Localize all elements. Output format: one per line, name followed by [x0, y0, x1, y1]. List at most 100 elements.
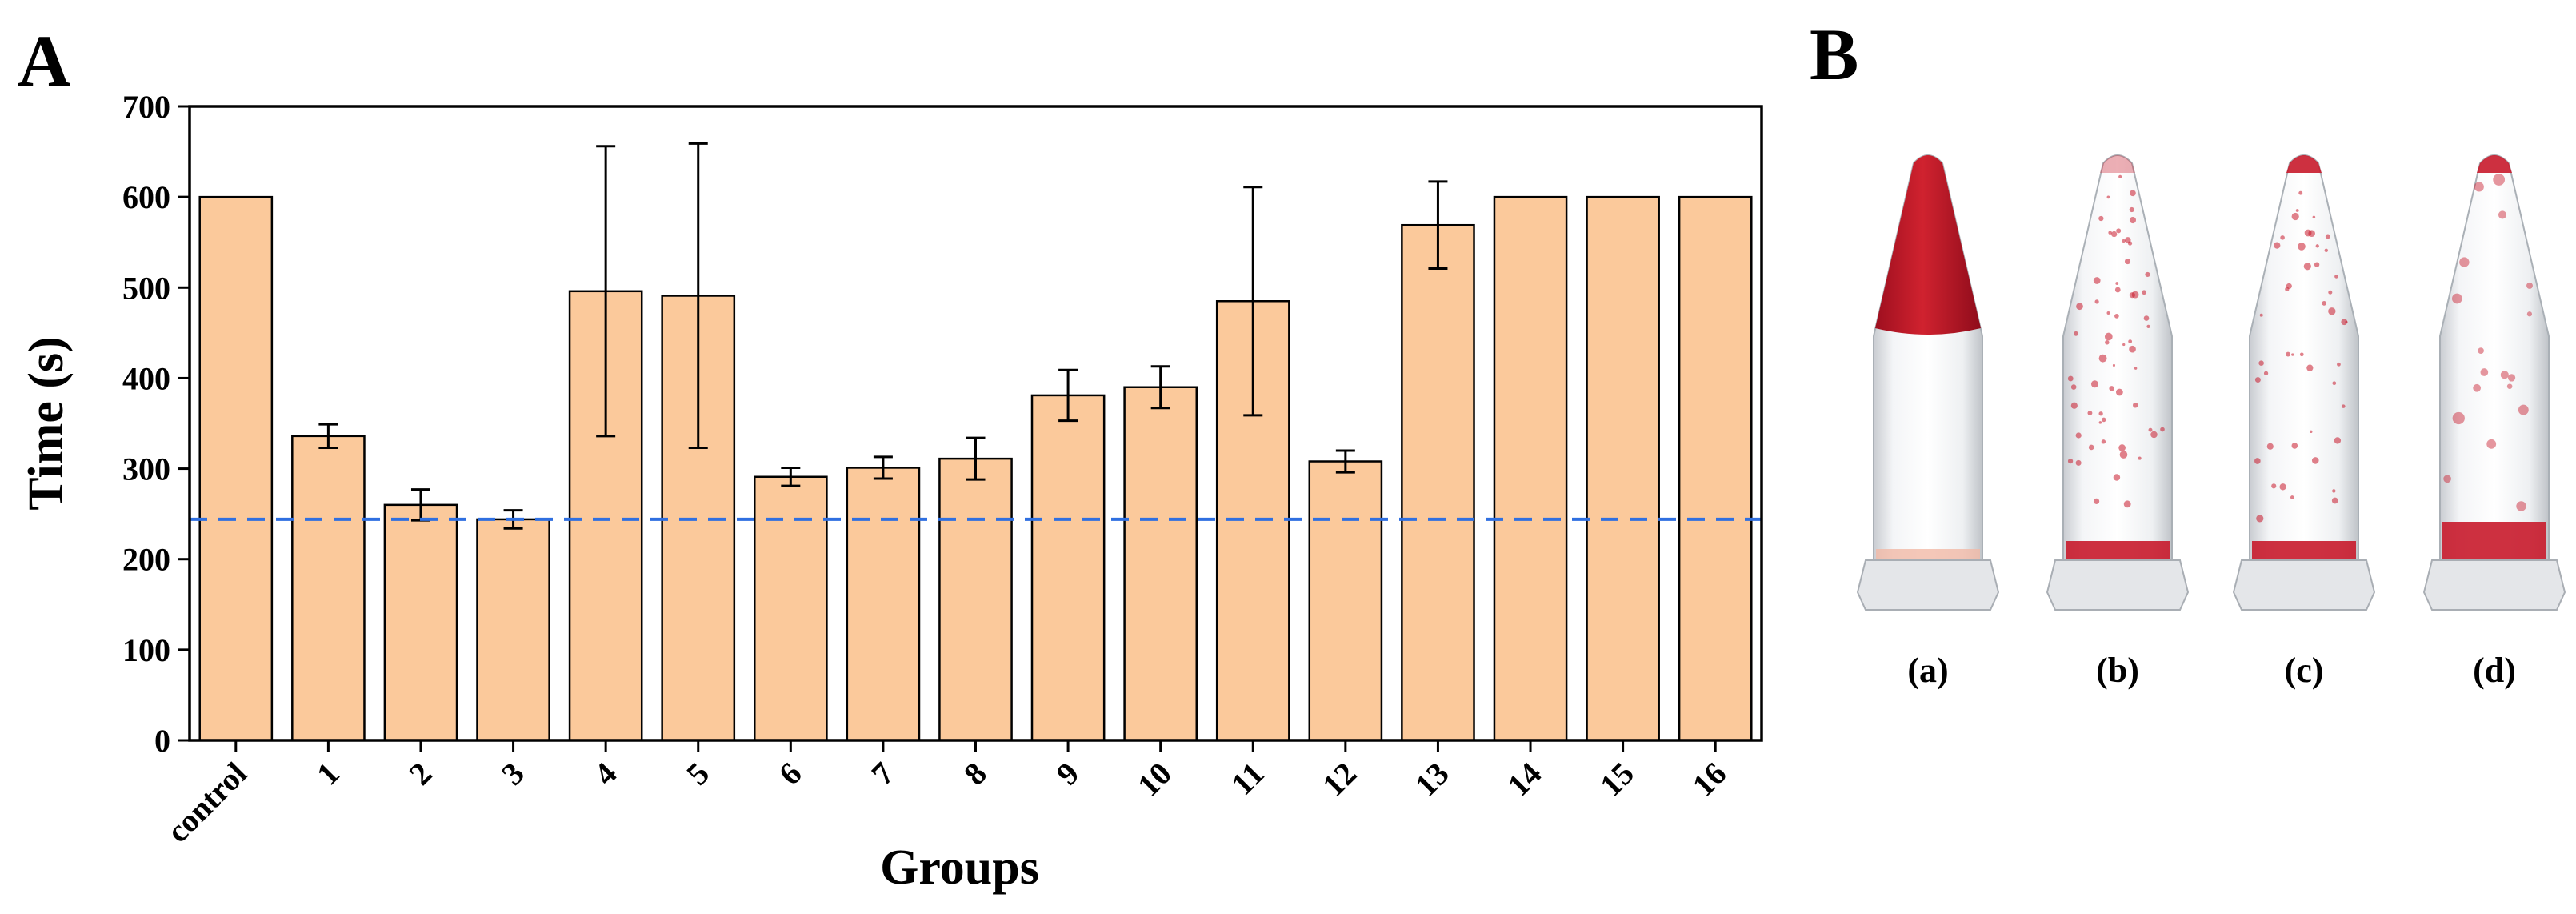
blood-speck [2104, 332, 2113, 341]
blood-speck [2274, 242, 2281, 249]
blood-speck [2254, 377, 2261, 383]
x-tick-label-2: 2 [402, 756, 438, 792]
tube-label-2: (b) [2096, 651, 2139, 690]
blood-speck [2299, 352, 2304, 357]
blood-speck [2254, 458, 2261, 464]
blood-speck [2160, 427, 2165, 432]
blood-speck [2315, 244, 2319, 248]
blood-speck [2311, 457, 2319, 464]
tube-photo [1856, 154, 2566, 611]
bar-8 [938, 457, 1013, 742]
blood-speck [2106, 311, 2110, 315]
blood-speck [2345, 320, 2348, 323]
blood-speck [2119, 451, 2128, 459]
blood-speck [2076, 303, 2083, 311]
blood-speck [2145, 271, 2150, 278]
bottom-residue [1876, 549, 1980, 560]
blood-speck [2306, 364, 2314, 371]
y-tick-label-500: 500 [122, 270, 170, 306]
blood-speck [2341, 319, 2348, 326]
blood-speck [2124, 258, 2131, 265]
blood-speck [2114, 287, 2121, 293]
blood-speck [2074, 331, 2078, 336]
blood-speck [2500, 371, 2509, 379]
blood-speck [2146, 324, 2150, 329]
y-tick-label-100: 100 [122, 632, 170, 668]
blood-speck [2118, 174, 2122, 178]
blood-speck [2093, 277, 2101, 284]
blood-speck [2115, 388, 2123, 396]
bar-7 [846, 467, 921, 742]
x-axis-title: Groups [880, 840, 1039, 895]
blood-speck [2291, 353, 2294, 356]
blood-speck [2093, 498, 2100, 504]
blood-speck [2291, 443, 2298, 449]
tube-3 [2232, 154, 2376, 611]
blood-speck [2506, 383, 2513, 389]
blood-speck [2286, 283, 2292, 290]
x-tick-label-9: 9 [1049, 756, 1086, 792]
blood-speck [2259, 313, 2263, 317]
bar-15 [1586, 195, 1660, 742]
blood-speck [2111, 231, 2118, 238]
x-tick-label-15: 15 [1593, 756, 1641, 804]
tube-1 [1856, 154, 2000, 611]
x-tick-label-14: 14 [1500, 756, 1548, 804]
tube-2 [2046, 154, 2190, 611]
bar-12 [1308, 460, 1383, 742]
blood-speck [2098, 215, 2104, 222]
blood-speck [2332, 381, 2337, 386]
blood-speck [2324, 248, 2328, 253]
blood-speck [2105, 340, 2110, 345]
blood-speck [2122, 239, 2126, 243]
tube-label-3: (c) [2284, 651, 2324, 690]
blood-speck [2518, 404, 2529, 415]
y-tick-label-400: 400 [122, 360, 170, 396]
blood-speck [2337, 362, 2341, 367]
x-tick-label-12: 12 [1315, 756, 1363, 804]
blood-speck [2075, 432, 2082, 439]
x-tick-label-10: 10 [1130, 756, 1178, 804]
bar-3 [476, 518, 550, 742]
x-tick-label-13: 13 [1408, 756, 1456, 804]
tube-body [2062, 154, 2173, 561]
blood-speck [2133, 402, 2138, 408]
blood-speck [2116, 228, 2122, 234]
blood-speck [2516, 501, 2526, 511]
blood-speck [2142, 290, 2146, 295]
y-tick-label-0: 0 [154, 723, 170, 759]
blood-speck [2106, 195, 2110, 199]
blood-speck [2258, 360, 2264, 366]
blood-speck [2280, 235, 2285, 240]
y-axis-title: Time (s) [19, 336, 74, 511]
tube-cap [1856, 559, 2000, 611]
blood-speck [2263, 371, 2269, 375]
blood-speck [2088, 444, 2094, 451]
blood-speck [2341, 404, 2346, 408]
tube-body [2249, 154, 2359, 561]
blood-speck [2070, 402, 2078, 409]
bottom-residue [2066, 541, 2170, 560]
tube-cap [2046, 559, 2190, 611]
blood-speck [2334, 437, 2342, 444]
blood-speck [2109, 386, 2114, 391]
bar-9 [1030, 394, 1106, 742]
blood-speck [2134, 367, 2138, 370]
blood-speck [2480, 368, 2489, 376]
blood-speck [2129, 345, 2136, 353]
blood-speck [2452, 411, 2465, 425]
blood-speck [2310, 430, 2313, 434]
blood-speck [2328, 290, 2333, 295]
blood-speck [2298, 243, 2306, 251]
blood-speck [2101, 439, 2106, 444]
blood-speck [2118, 444, 2126, 451]
tube-tip [2477, 155, 2512, 173]
tube-tip [2286, 155, 2322, 173]
bar-13 [1401, 223, 1475, 742]
blood-speck [2507, 374, 2516, 382]
blood-speck [2067, 458, 2074, 464]
blood-speck [2291, 212, 2299, 221]
blood-speck [2332, 489, 2336, 493]
blood-speck [2331, 497, 2338, 504]
